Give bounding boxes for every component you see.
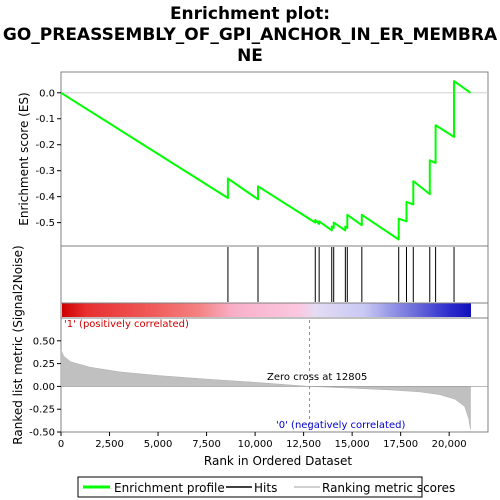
negative-correlation-label: '0' (negatively correlated) bbox=[276, 420, 405, 431]
metric-y-tick-label: 0.50 bbox=[33, 336, 55, 347]
metric-y-tick-label: 0.00 bbox=[33, 382, 55, 393]
ranking-metric-group bbox=[60, 320, 488, 430]
ranking-metric-area bbox=[60, 349, 471, 430]
x-tick-label: 7,500 bbox=[192, 439, 221, 450]
enrichment-profile-line bbox=[60, 80, 472, 241]
es-panel-frame bbox=[60, 71, 489, 247]
legend-ranking-metric-label: Ranking metric scores bbox=[322, 481, 455, 495]
zero-cross-label: Zero cross at 12805 bbox=[267, 372, 367, 383]
chart-title-line-1: Enrichment plot: bbox=[170, 4, 330, 24]
es-y-ticks: 0.0 -0.1 -0.2 -0.3 -0.4 -0.5 bbox=[35, 88, 61, 229]
x-tick-label: 15,000 bbox=[335, 439, 370, 450]
metric-y-tick-label: 0.25 bbox=[33, 359, 55, 370]
metric-y-tick-label: -0.25 bbox=[29, 405, 55, 416]
x-tick-label: 17,500 bbox=[383, 439, 418, 450]
es-y-tick-label: -0.4 bbox=[35, 192, 55, 203]
es-y-tick-label: -0.1 bbox=[35, 114, 55, 125]
hits-group bbox=[227, 247, 455, 302]
x-tick-label: 20,000 bbox=[432, 439, 467, 450]
x-tick-label: 10,000 bbox=[238, 439, 273, 450]
x-tick-label: 12,500 bbox=[286, 439, 321, 450]
enrichment-profile-group bbox=[60, 80, 488, 241]
legend-hits-label: Hits bbox=[254, 481, 277, 495]
x-tick-label: 0 bbox=[58, 439, 64, 450]
metric-y-axis-label: Ranked list metric (Signal2Noise) bbox=[11, 245, 25, 444]
chart-title-line-2: GO_PREASSEMBLY_OF_GPI_ANCHOR_IN_ER_MEMBR… bbox=[3, 25, 498, 45]
es-y-tick-label: -0.3 bbox=[35, 166, 55, 177]
chart-title-line-3: NE bbox=[237, 46, 263, 66]
x-axis-ticks: 0 2,500 5,000 7,500 10,000 12,500 15,000 17,500… bbox=[58, 432, 467, 450]
ranked-list-heat-bar bbox=[62, 303, 471, 317]
legend-enrichment-profile-label: Enrichment profile bbox=[114, 481, 225, 495]
hits-panel-frame bbox=[60, 245, 489, 304]
es-y-tick-label: -0.2 bbox=[35, 140, 55, 151]
metric-y-ticks: 0.50 0.25 0.00 -0.25 -0.50 bbox=[29, 336, 61, 439]
x-axis-label: Rank in Ordered Dataset bbox=[204, 454, 352, 468]
x-tick-label: 5,000 bbox=[144, 439, 173, 450]
x-tick-label: 2,500 bbox=[95, 439, 124, 450]
metric-y-tick-label: -0.50 bbox=[29, 428, 55, 439]
es-y-axis-label: Enrichment score (ES) bbox=[17, 92, 31, 225]
es-y-tick-label: -0.5 bbox=[35, 218, 55, 229]
es-y-tick-label: 0.0 bbox=[39, 88, 55, 99]
positive-correlation-label: '1' (positively correlated) bbox=[64, 319, 189, 330]
